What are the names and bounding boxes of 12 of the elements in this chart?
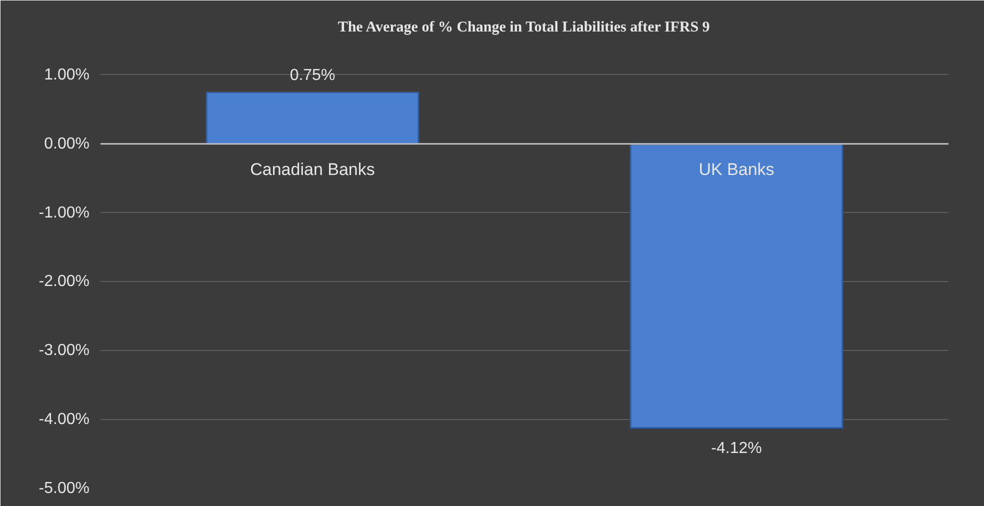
y-tick-label: -1.00%: [38, 204, 90, 222]
y-tick-label: 1.00%: [44, 66, 90, 84]
y-tick-label: -2.00%: [38, 273, 90, 290]
data-label: -4.12%: [711, 440, 762, 457]
x-tick-label: UK Banks: [698, 160, 774, 179]
chart-title: The Average of % Change in Total Liabilities after IFRS 9: [338, 20, 710, 36]
data-label: 0.75%: [290, 67, 336, 84]
y-tick-label: -3.00%: [38, 342, 90, 360]
y-tick-label: -4.00%: [38, 411, 90, 428]
y-tick-label: -5.00%: [38, 480, 90, 497]
x-tick-label: Canadian Banks: [250, 160, 375, 179]
y-tick-label: 0.00%: [44, 135, 90, 152]
